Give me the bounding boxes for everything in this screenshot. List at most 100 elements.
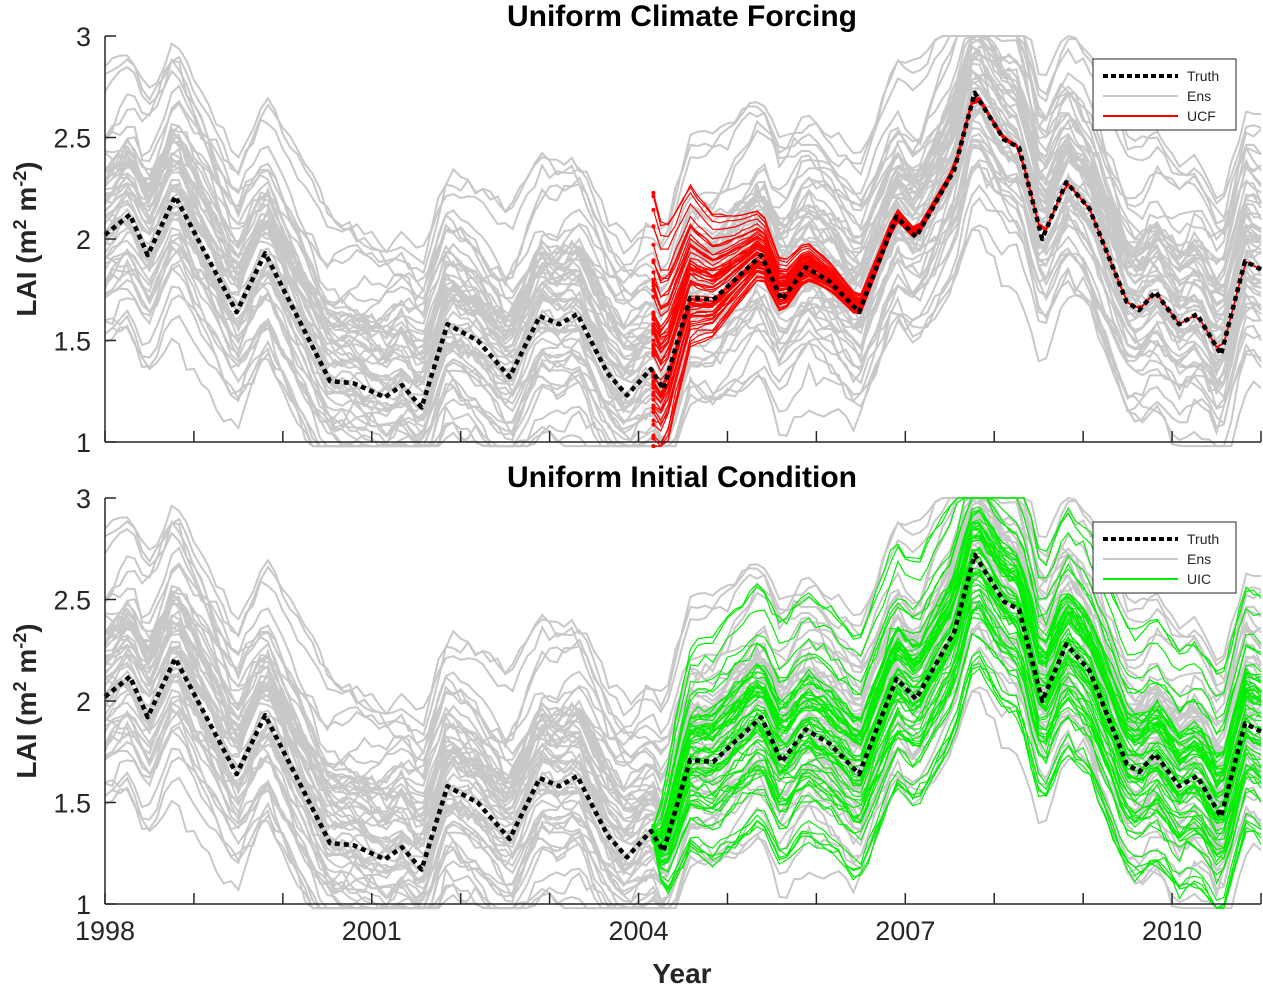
ucf-start-marker xyxy=(651,310,656,315)
truth-line-group xyxy=(103,552,1263,872)
legend-label-uic: UIC xyxy=(1187,571,1211,587)
ucf-start-marker xyxy=(651,397,656,402)
ucf-start-marker xyxy=(651,294,656,299)
legend-box xyxy=(1092,521,1237,594)
ensemble-member-line xyxy=(104,34,1262,336)
ucf-start-marker xyxy=(651,385,656,390)
x-tick-label: 2010 xyxy=(1142,916,1202,946)
uic-member-line xyxy=(652,497,1262,831)
ucf-start-marker xyxy=(651,207,656,212)
ucf-start-marker xyxy=(651,433,656,438)
ucf-start-marker xyxy=(651,343,656,348)
panel-title: Uniform Climate Forcing xyxy=(507,0,857,33)
uic-member-line xyxy=(652,593,1262,858)
y-tick-label: 2.5 xyxy=(53,586,91,616)
ucf-start-marker xyxy=(651,242,656,247)
uic-member-line xyxy=(652,600,1262,862)
uic-member-line xyxy=(652,604,1262,864)
uic-member-line xyxy=(652,665,1262,909)
panel-uniform-climate-forcing: Uniform Climate Forcing 1 1.5 2 2.5 3 LAI (m… xyxy=(10,0,1263,458)
y-tick-label: 2 xyxy=(76,225,91,255)
uic-member-line xyxy=(653,509,1262,832)
uic-member-line xyxy=(652,571,1262,853)
legend-label-truth: Truth xyxy=(1187,68,1219,84)
ucf-start-marker xyxy=(651,410,656,415)
ucf-start-marker xyxy=(651,277,656,282)
uic-member-line xyxy=(653,525,1262,834)
ucf-start-marker xyxy=(651,418,656,423)
uic-lines xyxy=(651,497,1262,909)
ensemble-member-line xyxy=(104,690,1262,910)
uic-start-marker xyxy=(651,823,656,828)
ucf-start-marker xyxy=(651,403,656,408)
ucf-start-marker xyxy=(651,313,656,318)
uic-member-line xyxy=(652,497,1262,827)
ucf-start-marker xyxy=(651,338,656,343)
ensemble-member-line xyxy=(104,35,1262,275)
ucf-start-marker xyxy=(651,393,656,398)
y-tick-label: 2.5 xyxy=(53,124,91,154)
y-tick-label: 3 xyxy=(76,484,91,514)
uic-member-line xyxy=(652,556,1262,848)
ucf-start-marker xyxy=(651,324,656,328)
legend-label-ens: Ens xyxy=(1187,551,1211,567)
y-axis-label: LAI (m2 m-2) xyxy=(10,623,42,778)
axes: 1 1.5 2 2.5 3 xyxy=(53,22,1262,458)
uic-member-line xyxy=(653,518,1262,833)
legend-label-truth: Truth xyxy=(1187,531,1219,547)
uic-member-line xyxy=(653,521,1262,838)
ucf-start-marker xyxy=(651,370,656,375)
uic-member-line xyxy=(652,552,1262,844)
y-tick-label: 1 xyxy=(76,428,91,458)
uic-member-line xyxy=(653,537,1262,838)
y-axis-label: LAI (m2 m-2) xyxy=(10,161,42,316)
uic-member-line xyxy=(652,584,1262,855)
uic-member-line xyxy=(652,546,1262,845)
ensemble-member-line xyxy=(104,228,1262,448)
uic-member-line xyxy=(652,650,1262,902)
uic-member-line xyxy=(652,599,1262,862)
ensemble-member-line xyxy=(104,497,1262,767)
uic-member-line xyxy=(652,497,1262,830)
legend-box xyxy=(1092,58,1237,131)
uic-member-line xyxy=(652,578,1262,855)
ucf-start-marker xyxy=(651,190,656,195)
x-axis-label: Year xyxy=(652,958,711,986)
uic-member-line xyxy=(652,667,1262,909)
y-tick-label: 1.5 xyxy=(53,327,91,357)
legend: Truth Ens UCF xyxy=(1092,58,1237,131)
uic-member-line xyxy=(652,654,1262,909)
uic-member-line xyxy=(652,633,1262,885)
ucf-start-marker xyxy=(651,270,656,275)
ensemble-member-line xyxy=(104,497,1262,789)
truth-line xyxy=(103,552,1263,872)
ensemble-member-line xyxy=(104,35,1262,305)
x-tick-label: 2004 xyxy=(608,916,668,946)
ucf-start-marker xyxy=(651,422,656,427)
y-tick-label: 1.5 xyxy=(53,789,91,819)
panel-uniform-initial-condition: Uniform Initial Condition 1 1.5 2 2.5 3 1998 2… xyxy=(10,461,1263,986)
ensemble-member-line xyxy=(104,196,1262,448)
ensemble-member-line xyxy=(104,35,1262,266)
y-tick-label: 1 xyxy=(76,890,91,920)
legend-label-ens: Ens xyxy=(1187,88,1211,104)
legend-label-ucf: UCF xyxy=(1187,108,1216,124)
ucf-start-marker xyxy=(651,330,656,335)
ucf-start-marker xyxy=(651,284,656,288)
ucf-start-marker xyxy=(651,436,656,441)
uic-member-line xyxy=(653,534,1262,840)
uic-member-line xyxy=(652,632,1262,876)
ucf-start-marker xyxy=(651,224,656,229)
y-tick-label: 3 xyxy=(76,22,91,52)
ensemble-member-line xyxy=(104,184,1262,448)
y-tick-label: 2 xyxy=(76,687,91,717)
panel-title: Uniform Initial Condition xyxy=(507,461,857,494)
x-tick-label: 1998 xyxy=(75,916,135,946)
x-tick-label: 2001 xyxy=(342,916,402,946)
ucf-start-marker xyxy=(651,316,656,321)
uic-member-line xyxy=(652,497,1262,828)
truth-line-group xyxy=(103,90,1263,410)
ucf-member-line xyxy=(652,96,1262,348)
axes: 1 1.5 2 2.5 3 1998 2001 2004 2007 2010 xyxy=(53,484,1262,946)
ucf-start-marker xyxy=(651,258,656,263)
